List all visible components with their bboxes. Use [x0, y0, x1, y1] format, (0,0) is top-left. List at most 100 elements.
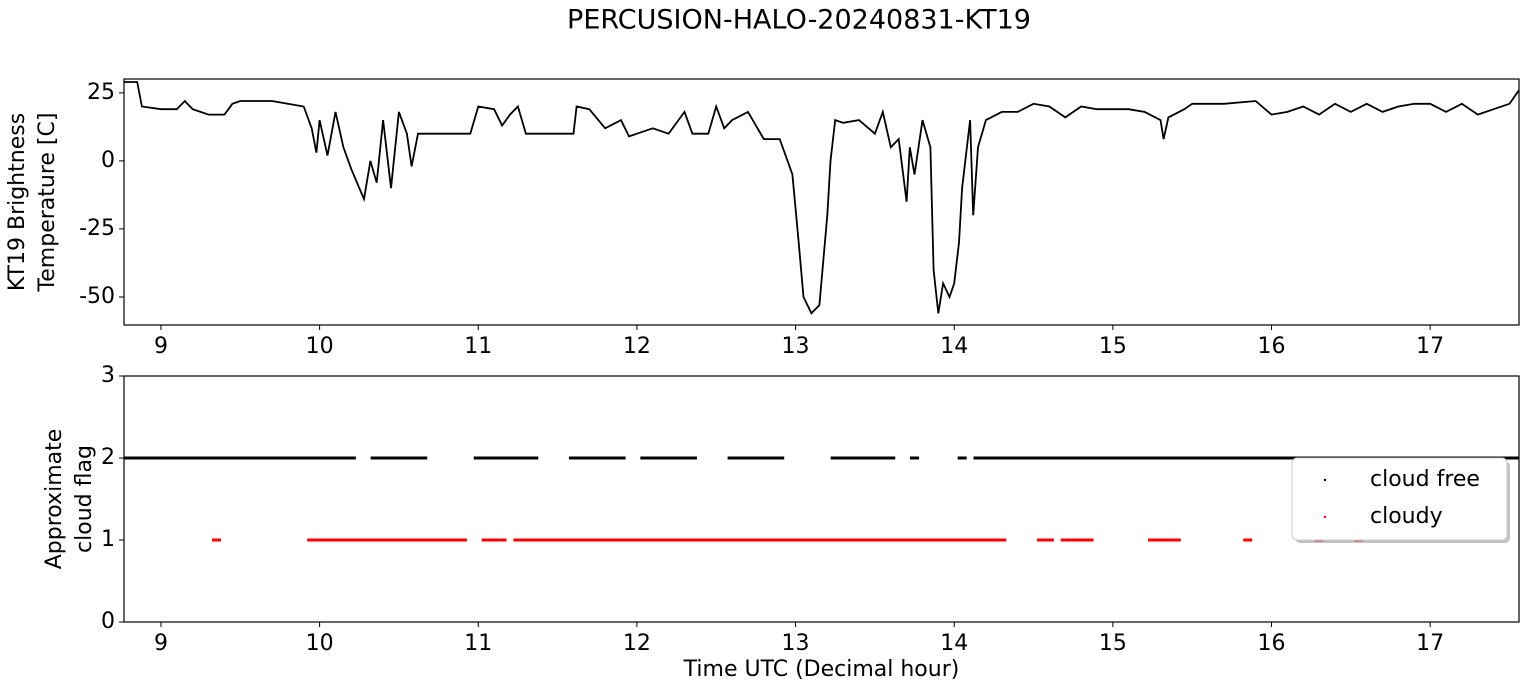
x-tick-label: 13: [782, 334, 810, 359]
data-point: [680, 538, 690, 542]
data-point: [1029, 456, 1039, 460]
data-point: [180, 456, 190, 460]
x-tick-label: 11: [464, 334, 492, 359]
x-axis-label: Time UTC (Decimal hour): [683, 657, 960, 682]
data-point: [330, 538, 340, 542]
data-point: [1211, 456, 1221, 460]
data-point: [132, 456, 142, 460]
data-point: [878, 456, 888, 460]
data-point: [830, 456, 840, 460]
data-point: [1512, 456, 1519, 460]
data-point: [410, 538, 420, 542]
x-tick-label: 10: [306, 334, 334, 359]
data-point: [1084, 538, 1094, 542]
data-point: [394, 456, 404, 460]
x-tick-label: 12: [623, 334, 651, 359]
data-point: [204, 456, 214, 460]
x-tick-label: 9: [154, 631, 168, 656]
data-point: [1227, 456, 1237, 460]
data-point: [838, 456, 848, 460]
data-point: [386, 456, 396, 460]
data-point: [291, 456, 301, 460]
y-tick-label: -25: [79, 216, 115, 241]
data-point: [878, 538, 888, 542]
data-point: [616, 456, 626, 460]
data-point: [957, 538, 967, 542]
data-point: [196, 456, 206, 460]
data-point: [1219, 456, 1229, 460]
data-point: [648, 538, 658, 542]
data-point: [672, 456, 682, 460]
axes-frame: [123, 375, 1520, 623]
data-point: [767, 538, 777, 542]
data-point: [1163, 538, 1173, 542]
y-tick-label: -50: [79, 284, 115, 309]
data-point: [989, 538, 999, 542]
data-point: [822, 538, 832, 542]
data-point: [687, 538, 697, 542]
data-point: [323, 538, 333, 542]
legend-box: [1291, 457, 1508, 541]
data-point: [1155, 538, 1165, 542]
legend-label: cloud free: [1370, 467, 1480, 492]
data-point: [973, 538, 983, 542]
x-tick-label: 15: [1099, 631, 1127, 656]
data-point: [838, 538, 848, 542]
data-point: [862, 538, 872, 542]
data-point: [1148, 538, 1158, 542]
data-point: [1076, 538, 1086, 542]
data-point: [1036, 538, 1046, 542]
data-line: [124, 81, 1519, 315]
data-point: [791, 538, 801, 542]
data-point: [743, 456, 753, 460]
data-point: [259, 456, 269, 460]
data-point: [640, 538, 650, 542]
data-point: [1068, 456, 1078, 460]
data-point: [1060, 538, 1070, 542]
data-point: [624, 538, 634, 542]
data-point: [695, 538, 705, 542]
x-tick-label: 17: [1416, 631, 1444, 656]
data-point: [1052, 456, 1062, 460]
data-point: [338, 538, 348, 542]
data-point: [505, 456, 515, 460]
data-point: [854, 538, 864, 542]
data-point: [997, 456, 1007, 460]
data-point: [561, 538, 571, 542]
data-point: [751, 456, 761, 460]
data-point: [910, 538, 920, 542]
data-point: [124, 456, 134, 460]
data-point: [680, 456, 690, 460]
y-tick-label: 25: [87, 80, 115, 105]
data-point: [1251, 456, 1261, 460]
axes-frame: [123, 78, 1520, 326]
data-point: [449, 538, 459, 542]
data-point: [497, 538, 507, 542]
data-point: [775, 456, 785, 460]
data-point: [886, 456, 896, 460]
y-axis-label: KT19 Brightness: [5, 113, 30, 291]
data-point: [981, 538, 991, 542]
data-point: [418, 538, 428, 542]
data-point: [751, 538, 761, 542]
data-point: [592, 456, 602, 460]
data-point: [1282, 456, 1292, 460]
data-point: [1044, 456, 1054, 460]
data-point: [235, 456, 245, 460]
data-point: [1092, 456, 1102, 460]
data-point: [759, 538, 769, 542]
data-point: [402, 456, 412, 460]
x-tick-label: 11: [464, 631, 492, 656]
data-point: [854, 456, 864, 460]
data-point: [616, 538, 626, 542]
x-tick-label: 14: [940, 334, 968, 359]
data-point: [299, 456, 309, 460]
data-point: [346, 456, 356, 460]
data-point: [1076, 456, 1086, 460]
data-point: [1187, 456, 1197, 460]
data-point: [735, 456, 745, 460]
data-point: [664, 538, 674, 542]
y-tick-label: 0: [101, 148, 115, 173]
x-tick-label: 17: [1416, 334, 1444, 359]
data-point: [648, 456, 658, 460]
